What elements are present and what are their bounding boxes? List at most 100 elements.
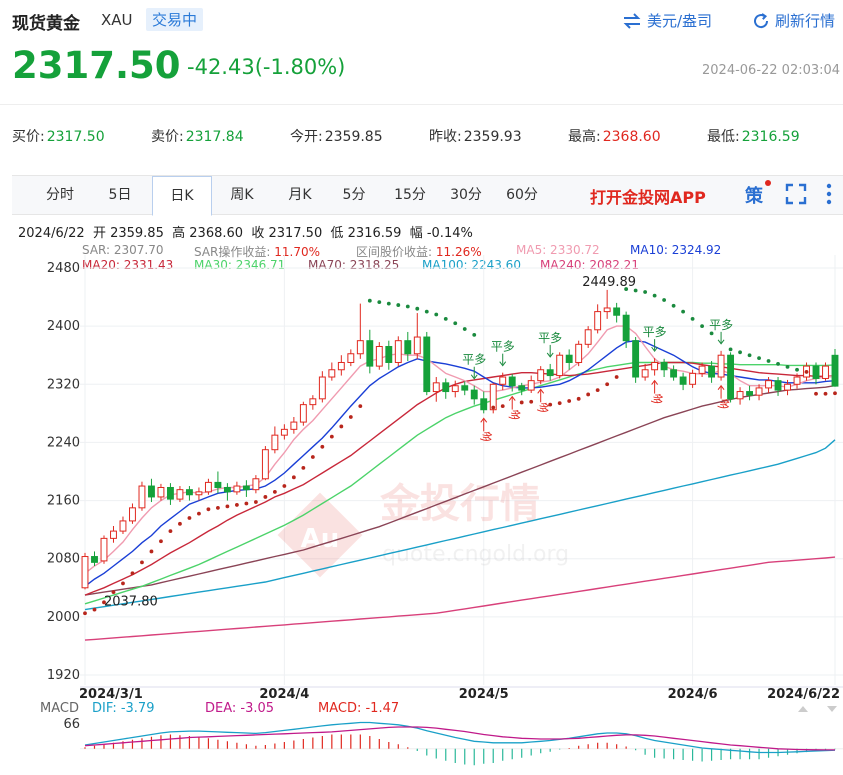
candle-body [527,380,535,391]
sar-dot [140,560,144,565]
candle [698,362,706,378]
candle [110,526,117,543]
candle [518,382,526,396]
collapse-down-icon[interactable] [826,704,838,714]
quote-bid: 买价: 2317.50 [12,129,105,145]
candle [641,363,649,381]
sar-dot [605,382,610,387]
quote-high: 最高: 2368.60 [568,129,661,145]
sar-dot [557,401,562,406]
strategy-button[interactable]: 策 [745,180,771,208]
signal-arrowhead [480,417,488,423]
signal-close-long: 平多 [491,340,515,354]
sar-dot [548,402,553,407]
sar-legend: SAR: 2307.70 [82,243,164,257]
candle [100,535,108,564]
candle [261,446,269,481]
signal-close-long: 平多 [643,325,667,339]
currency-unit-button[interactable]: 美元/盎司 [622,10,712,31]
tab-5min[interactable]: 5分 [342,187,366,203]
sar-dot [614,375,619,379]
sar-dot [624,287,629,291]
price-change: -42.43(-1.80%) [187,55,346,79]
macd-chart[interactable]: 66 [0,715,843,775]
period-tab-bar: 分时 5日 日K 周K 月K 5分 15分 30分 60分 [12,175,843,216]
candle [185,486,193,501]
candle-body [81,556,89,589]
candle [765,377,772,394]
candle-body [812,365,820,379]
candle-body [385,345,393,363]
candle [176,486,184,503]
collapse-up-icon[interactable] [797,704,809,714]
candle [708,361,716,383]
more-menu-icon[interactable] [824,183,834,205]
candle [328,362,336,381]
candle [527,375,535,394]
candle [755,384,763,401]
refresh-button[interactable]: 刷新行情 [752,10,835,31]
watermark-text: 金投行情 [379,481,540,527]
candle-body [148,485,155,498]
tab-daily-k[interactable]: 日K [152,176,212,216]
candle-body [641,369,649,378]
sar-dot [178,521,182,526]
candle-body [176,489,184,500]
candle-body [565,354,573,363]
tab-monthly-k[interactable]: 月K [288,187,312,203]
candle [603,289,611,319]
candle [822,362,829,381]
candle [432,377,440,402]
sar-dot [415,306,420,311]
candle-body [594,311,602,331]
signal-arrowhead [651,346,659,352]
candle-body [461,385,469,391]
candle [148,478,155,503]
trading-status-badge: 交易中 [146,8,204,31]
tab-15min[interactable]: 15分 [394,187,426,203]
candle-body [432,382,440,393]
candle-body [337,361,345,371]
candle-body [91,556,98,563]
candle [470,385,478,405]
candle [375,342,383,370]
candle [594,304,602,334]
tab-intraday[interactable]: 分时 [46,187,74,203]
candle-body [546,369,554,377]
sar-dot [443,316,448,321]
sar-dot [367,298,372,303]
candle [356,303,364,359]
candle [299,401,307,426]
candle [233,481,241,495]
sar-dot [795,367,799,372]
tab-30min[interactable]: 30分 [450,187,482,203]
candle [461,381,469,396]
price-annotation: 2449.89 [582,275,636,290]
macd-dif-line [84,721,836,754]
candle [271,426,279,454]
sar-dot [567,399,572,403]
candle-body [670,369,678,378]
candle-body [689,372,697,385]
open-app-link[interactable]: 打开金投网APP [590,188,706,207]
ma100-line [84,439,836,611]
tab-weekly-k[interactable]: 周K [230,187,254,203]
candle [784,379,791,396]
sar-dot [291,475,296,480]
kline-chart[interactable]: 19202000208021602240232024002480Au金投行情qu… [0,255,843,700]
sar-dot [453,321,458,326]
fullscreen-icon[interactable] [785,183,807,205]
y-tick-label: 1920 [47,668,80,683]
tab-60min[interactable]: 60分 [506,187,538,203]
tab-5day[interactable]: 5日 [108,187,132,203]
sar-dot [814,391,818,396]
signal-close-long: 平多 [709,318,733,332]
candle [632,337,640,383]
signal-arrowhead [470,374,478,380]
candle [366,329,374,374]
candle [252,475,260,494]
sar-dot [833,391,837,396]
candle [81,552,89,590]
candle-body [480,398,488,411]
sar-dot [472,332,477,337]
